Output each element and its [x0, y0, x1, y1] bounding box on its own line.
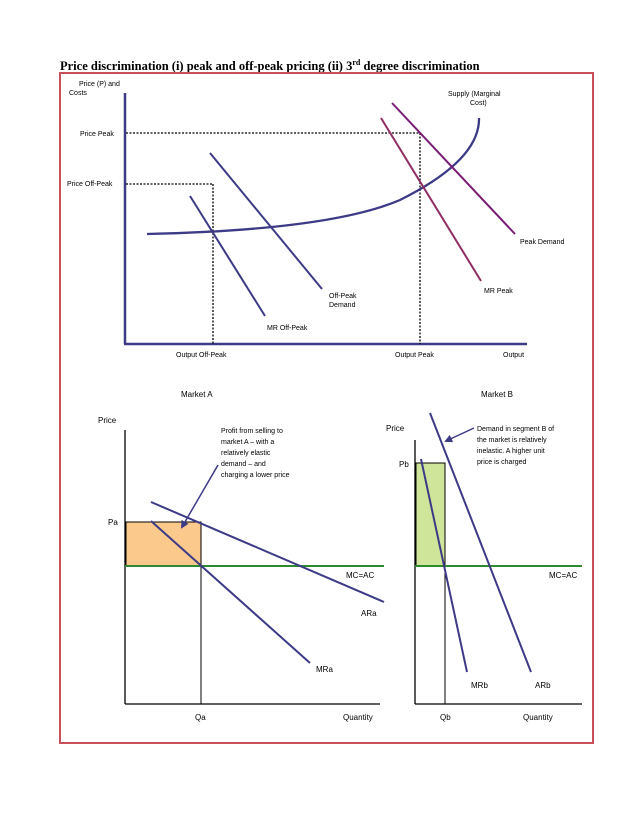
market-b-chart: Market B Price MC=AC MRb ARb Pb Demand i…: [386, 390, 582, 722]
market-a-mr-label: MRa: [316, 665, 333, 674]
output-peak-label: Output Peak: [395, 352, 434, 359]
mr-offpeak-label: MR Off-Peak: [267, 325, 308, 332]
output-axis-label: Output: [503, 352, 524, 359]
market-b-mr-label: MRb: [471, 681, 488, 690]
market-b-mc-ac-label: MC=AC: [549, 571, 577, 580]
supply-mc-curve: [146, 117, 481, 236]
market-a-ar-label: ARa: [361, 609, 377, 618]
market-a-annotation-line5: charging a lower price: [221, 472, 290, 479]
market-a-annotation-arrow: [180, 464, 219, 529]
market-a-annotation-line4: demand – and: [221, 461, 266, 468]
market-b-ar-label: ARb: [535, 681, 551, 690]
offpeak-demand-label-line2: Demand: [329, 302, 356, 309]
market-b-quantity-label: Quantity: [523, 713, 553, 722]
mr-offpeak-curve: [189, 195, 266, 317]
market-b-pb-label: Pb: [399, 460, 409, 469]
market-b-mr-curve: [420, 458, 468, 673]
market-b-ar-curve: [429, 412, 532, 673]
supply-label-line1: Supply (Marginal: [448, 91, 501, 98]
market-b-annotation-line1: Demand in segment B of: [477, 426, 554, 433]
market-a-chart: Market A Price MC=AC ARa MRa Pa Profit f…: [98, 390, 385, 722]
peak-offpeak-chart: Price (P) and Costs Price Peak Price Off…: [67, 81, 564, 359]
market-b-annotation-line2: the market is relatively: [477, 437, 547, 444]
market-a-title: Market A: [181, 390, 213, 399]
supply-label-line2: Cost): [470, 100, 487, 107]
market-a-quantity-label: Quantity: [343, 713, 373, 722]
market-a-pa-label: Pa: [108, 518, 118, 527]
market-b-title: Market B: [481, 390, 513, 399]
price-off-peak-label: Price Off-Peak: [67, 181, 113, 188]
market-a-price-label: Price: [98, 416, 117, 425]
market-a-annotation-line2: market A – with a: [221, 439, 274, 446]
offpeak-demand-curve: [209, 152, 323, 290]
market-b-annotation-line4: price is charged: [477, 459, 527, 466]
market-b-annotation-line3: inelastic. A higher unit: [477, 448, 545, 455]
market-a-qa-label: Qa: [195, 713, 206, 722]
output-offpeak-label: Output Off-Peak: [176, 352, 227, 359]
offpeak-demand-label-line1: Off-Peak: [329, 293, 357, 300]
diagram-frame: [59, 72, 594, 744]
mr-peak-curve: [380, 117, 482, 282]
market-a-annotation-line3: relatively elastic: [221, 450, 271, 457]
market-b-price-label: Price: [386, 424, 405, 433]
market-a-ar-curve: [150, 501, 385, 603]
market-a-mc-ac-label: MC=AC: [346, 571, 374, 580]
market-a-annotation-line1: Profit from selling to: [221, 428, 283, 435]
peak-demand-curve: [391, 102, 516, 235]
market-a-profit-area: [125, 521, 202, 567]
y-axis-label-line2: Costs: [69, 90, 87, 97]
y-axis-label-line1: Price (P) and: [79, 81, 120, 88]
mr-peak-label: MR Peak: [484, 288, 513, 295]
peak-demand-label: Peak Demand: [520, 239, 564, 246]
price-peak-label: Price Peak: [80, 131, 114, 138]
market-b-qb-label: Qb: [440, 713, 451, 722]
page-title: Price discrimination (i) peak and off-pe…: [60, 58, 480, 74]
market-a-mr-curve: [150, 520, 311, 664]
market-b-annotation-arrow: [444, 427, 475, 443]
